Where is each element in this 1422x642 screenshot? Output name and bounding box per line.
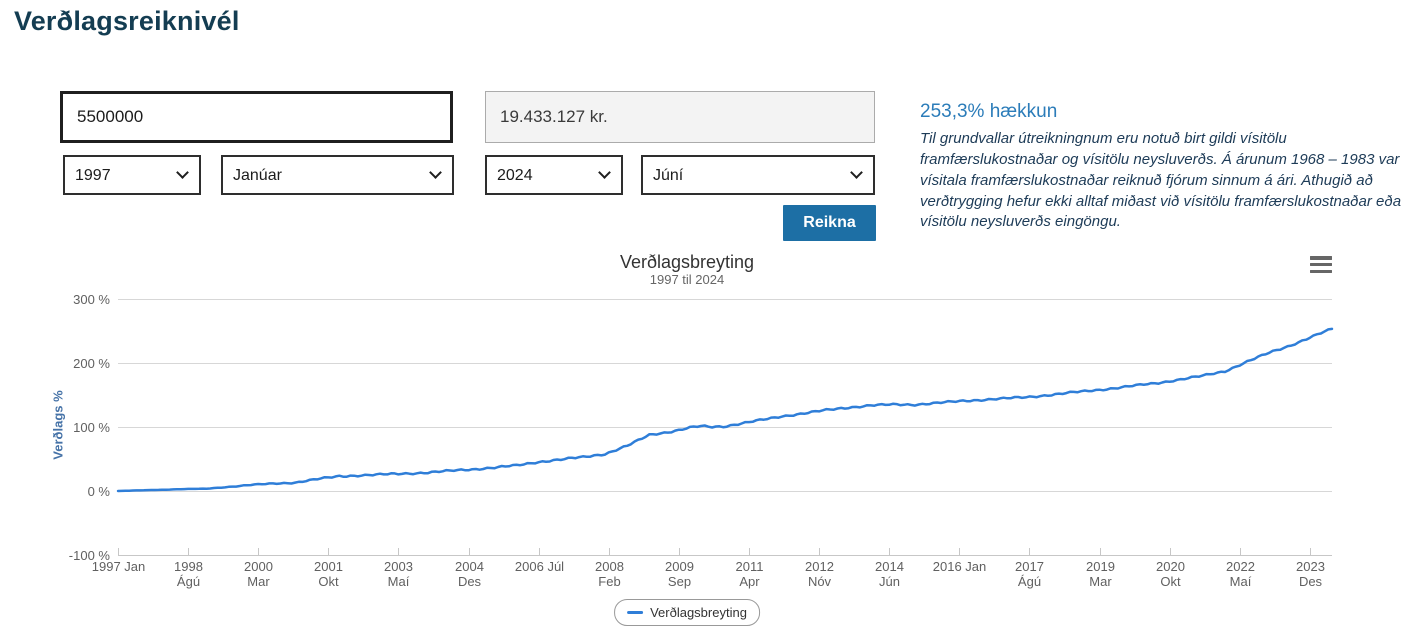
x-tick-label: Mar	[1089, 574, 1112, 589]
x-tick-label: Mar	[247, 574, 270, 589]
x-tick-label: Apr	[739, 574, 760, 589]
x-tick-label: Sep	[668, 574, 691, 589]
x-tick-label: 2009	[665, 559, 694, 574]
x-tick-label: Des	[458, 574, 482, 589]
x-tick-label: 2017	[1015, 559, 1044, 574]
x-tick-label: Ágú	[177, 574, 200, 589]
y-tick-label: 200 %	[73, 356, 110, 371]
x-tick-label: Maí	[388, 574, 410, 589]
from-year-select[interactable]: 1997	[63, 155, 201, 195]
chart-title: Verðlagsbreyting	[619, 252, 755, 272]
x-tick-label: 2003	[384, 559, 413, 574]
x-tick-label: Jún	[879, 574, 900, 589]
to-year-select[interactable]: 2024	[485, 155, 623, 195]
x-tick-label: Maí	[1230, 574, 1252, 589]
y-axis-title: Verðlags %	[50, 390, 66, 460]
calculate-button[interactable]: Reikna	[783, 205, 876, 241]
y-tick-label: 100 %	[73, 420, 110, 435]
x-tick-label: Okt	[1160, 574, 1181, 589]
x-tick-label: Des	[1299, 574, 1323, 589]
amount-input[interactable]	[60, 91, 453, 143]
x-tick-label: 2011	[736, 559, 764, 574]
x-tick-label: 2004	[455, 559, 484, 574]
legend-item[interactable]: Verðlagsbreyting	[614, 599, 760, 626]
page-title: Verðlagsreiknivél	[14, 6, 240, 36]
chart-subtitle: 1997 til 2024	[649, 272, 725, 287]
x-tick-label: 2023	[1296, 559, 1325, 574]
x-tick-label: 2022	[1226, 559, 1255, 574]
x-tick-label: 2020	[1156, 559, 1185, 574]
from-month-select[interactable]: Janúar	[221, 155, 454, 195]
x-tick-label: 2016 Jan	[933, 559, 987, 574]
series-line-Verðlagsbreyting	[116, 327, 1334, 493]
x-tick-label: 2006 Júl	[515, 559, 564, 574]
methodology-note: Til grundvallar útreikningnum eru notuð …	[920, 130, 1402, 231]
to-month-select[interactable]: Júní	[641, 155, 875, 195]
x-tick-label: 1997 Jan	[92, 559, 146, 574]
x-tick-label: 2001	[314, 559, 343, 574]
hamburger-icon[interactable]	[1309, 255, 1333, 274]
x-tick-label: Ágú	[1018, 574, 1041, 589]
x-tick-label: 2012	[805, 559, 834, 574]
legend-series-label: Verðlagsbreyting	[650, 605, 747, 620]
x-tick-label: 2014	[875, 559, 904, 574]
x-tick-label: Okt	[318, 574, 339, 589]
result-headline: 253,3% hækkun	[920, 101, 1058, 122]
x-tick-label: 2019	[1086, 559, 1115, 574]
to-year-select-wrap: 2024	[485, 155, 623, 195]
y-tick-label: -100 %	[69, 548, 111, 563]
legend-series-dash	[627, 611, 644, 614]
y-tick-label: 300 %	[73, 292, 110, 307]
from-year-select-wrap: 1997	[63, 155, 201, 195]
result-field	[485, 91, 875, 143]
from-month-select-wrap: Janúar	[221, 155, 454, 195]
x-tick-label: 2008	[595, 559, 624, 574]
x-tick-label: 1998	[174, 559, 203, 574]
x-tick-label: Nóv	[808, 574, 832, 589]
y-tick-label: 0 %	[88, 484, 111, 499]
x-tick-label: Feb	[598, 574, 620, 589]
to-month-select-wrap: Júní	[641, 155, 875, 195]
x-tick-label: 2000	[244, 559, 273, 574]
